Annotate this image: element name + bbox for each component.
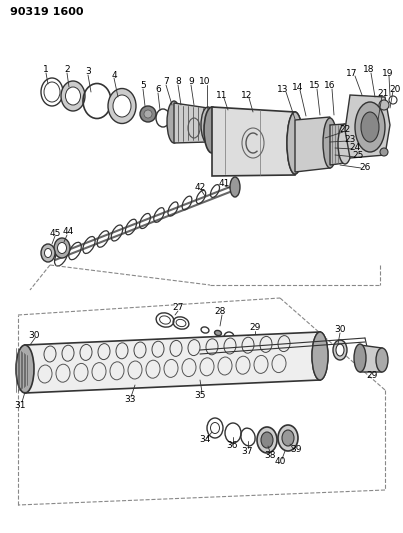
- Polygon shape: [174, 103, 208, 143]
- Ellipse shape: [204, 107, 220, 153]
- Text: 28: 28: [214, 308, 226, 317]
- Text: 15: 15: [309, 82, 321, 91]
- Text: 7: 7: [163, 77, 169, 86]
- Ellipse shape: [333, 340, 347, 360]
- Polygon shape: [25, 332, 320, 393]
- Text: 14: 14: [292, 83, 304, 92]
- Ellipse shape: [257, 427, 277, 453]
- Text: 24: 24: [349, 143, 361, 152]
- Ellipse shape: [354, 344, 366, 372]
- Polygon shape: [295, 117, 330, 172]
- Text: 19: 19: [382, 69, 394, 77]
- Ellipse shape: [214, 330, 221, 336]
- Ellipse shape: [113, 95, 131, 117]
- Text: 35: 35: [194, 391, 206, 400]
- Ellipse shape: [16, 345, 34, 393]
- Circle shape: [144, 110, 152, 118]
- Ellipse shape: [167, 101, 181, 143]
- Ellipse shape: [287, 112, 303, 174]
- Text: 23: 23: [344, 135, 356, 144]
- Ellipse shape: [201, 107, 215, 143]
- Ellipse shape: [66, 87, 81, 105]
- Text: 42: 42: [194, 183, 206, 192]
- Text: 39: 39: [290, 446, 302, 455]
- Text: 21: 21: [377, 90, 388, 99]
- Text: 33: 33: [124, 395, 136, 405]
- Text: 10: 10: [199, 77, 211, 86]
- Text: 27: 27: [172, 303, 184, 312]
- Circle shape: [140, 106, 156, 122]
- Ellipse shape: [278, 425, 298, 451]
- Text: 5: 5: [140, 82, 146, 91]
- Text: 22: 22: [339, 125, 351, 134]
- Text: 11: 11: [216, 91, 228, 100]
- Ellipse shape: [61, 81, 85, 111]
- Ellipse shape: [44, 248, 52, 257]
- Text: 29: 29: [249, 324, 261, 333]
- Text: 25: 25: [352, 151, 364, 160]
- Ellipse shape: [312, 332, 328, 380]
- Ellipse shape: [54, 238, 70, 258]
- Text: 29: 29: [366, 370, 378, 379]
- Text: 3: 3: [85, 68, 91, 77]
- Text: 8: 8: [175, 77, 181, 86]
- Ellipse shape: [41, 244, 55, 262]
- Ellipse shape: [282, 430, 294, 446]
- Text: 90319 1600: 90319 1600: [10, 7, 83, 17]
- Polygon shape: [345, 95, 390, 158]
- Text: 40: 40: [274, 457, 286, 466]
- Polygon shape: [212, 107, 295, 176]
- Ellipse shape: [338, 124, 352, 164]
- Text: 20: 20: [389, 85, 401, 94]
- Text: 2: 2: [64, 66, 70, 75]
- Circle shape: [389, 96, 397, 104]
- Ellipse shape: [336, 344, 344, 356]
- Text: 45: 45: [49, 229, 61, 238]
- Circle shape: [379, 100, 389, 110]
- Ellipse shape: [230, 177, 240, 197]
- Ellipse shape: [376, 348, 388, 372]
- Text: 17: 17: [346, 69, 358, 77]
- Text: 30: 30: [28, 330, 40, 340]
- Text: 6: 6: [155, 85, 161, 94]
- Text: 9: 9: [188, 77, 194, 86]
- Text: 1: 1: [43, 66, 49, 75]
- Text: 18: 18: [363, 66, 375, 75]
- Text: 41: 41: [218, 179, 230, 188]
- Ellipse shape: [361, 112, 379, 142]
- Ellipse shape: [58, 243, 66, 254]
- Ellipse shape: [261, 432, 273, 448]
- Text: 16: 16: [324, 82, 336, 91]
- Text: 12: 12: [241, 91, 253, 100]
- Ellipse shape: [355, 102, 385, 152]
- Text: 4: 4: [111, 70, 117, 79]
- Text: 26: 26: [359, 163, 371, 172]
- Text: 37: 37: [241, 447, 253, 456]
- Text: 13: 13: [277, 85, 289, 93]
- Text: 44: 44: [62, 228, 74, 237]
- Ellipse shape: [312, 332, 328, 380]
- Text: 38: 38: [264, 450, 276, 459]
- Text: 31: 31: [14, 400, 26, 409]
- Text: 30: 30: [334, 326, 346, 335]
- Text: 34: 34: [199, 435, 211, 445]
- Ellipse shape: [323, 118, 337, 168]
- Polygon shape: [330, 124, 345, 165]
- Polygon shape: [360, 345, 382, 372]
- Text: 36: 36: [226, 441, 238, 450]
- Ellipse shape: [108, 88, 136, 124]
- Ellipse shape: [287, 112, 303, 174]
- Circle shape: [380, 148, 388, 156]
